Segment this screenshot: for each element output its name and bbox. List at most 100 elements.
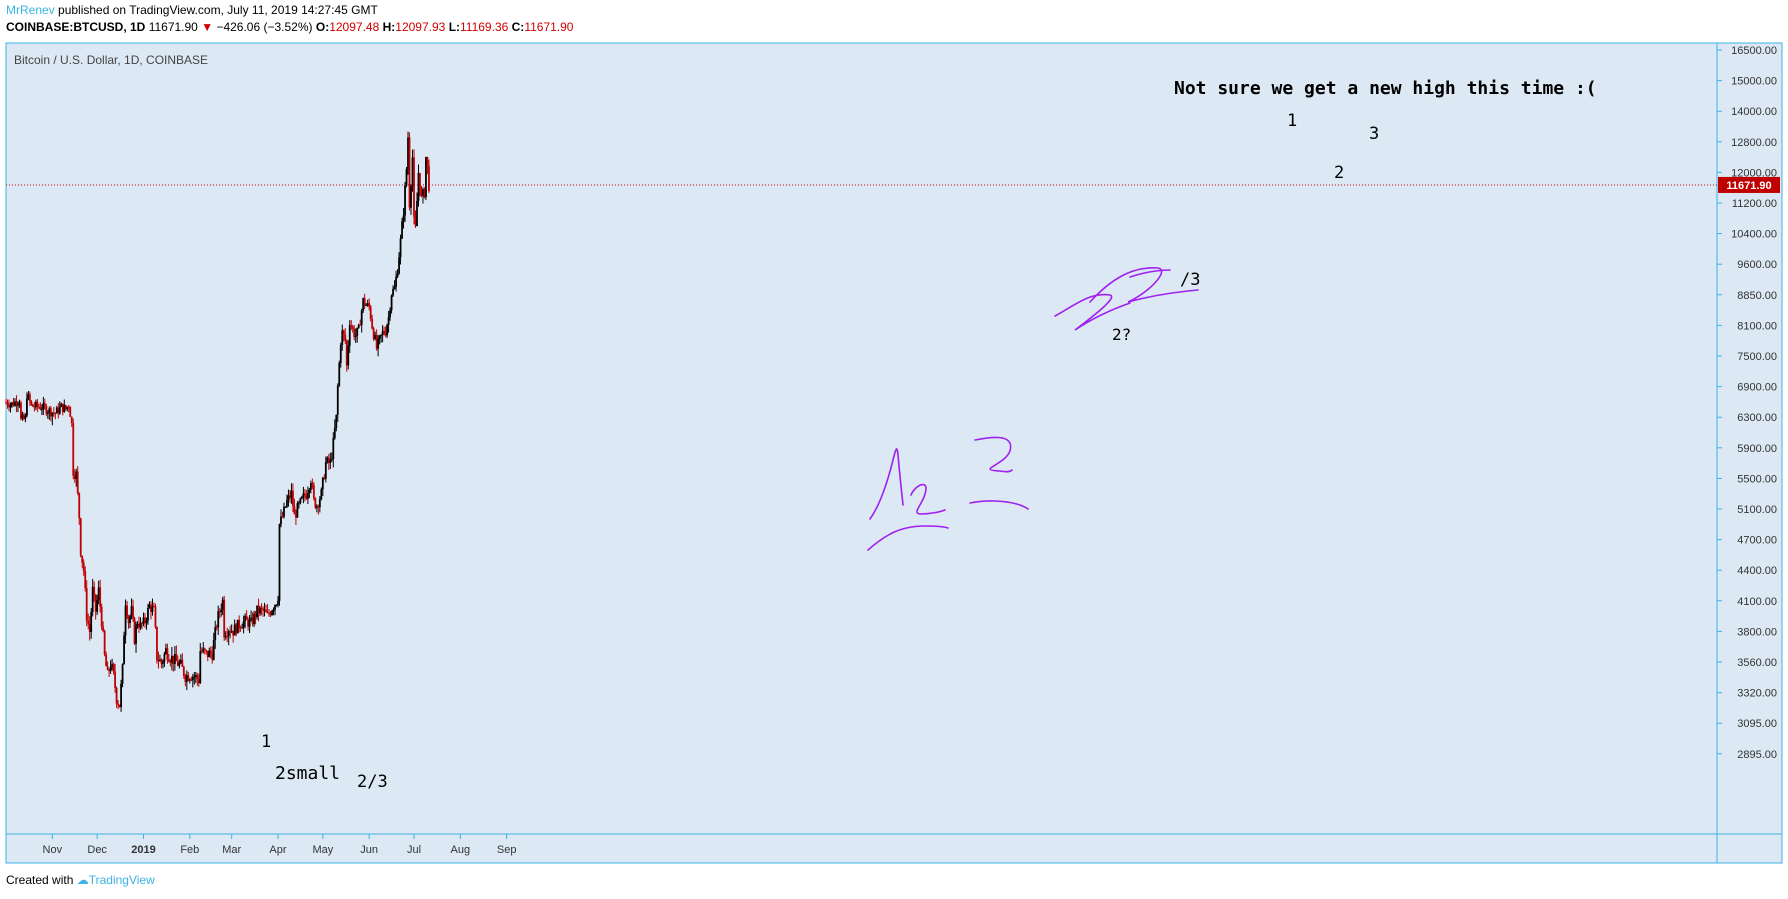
label-top-3: 3: [1369, 124, 1379, 144]
x-tick-label: Apr: [269, 844, 286, 856]
candle-body: [363, 298, 366, 306]
publish-line: MrRenev published on TradingView.com, Ju…: [6, 3, 378, 18]
x-tick-label: Jul: [407, 844, 421, 856]
candle-body: [416, 200, 418, 227]
candle-body: [61, 403, 64, 412]
candle-body: [392, 289, 394, 296]
candle-body: [129, 616, 131, 624]
y-tick-label: 10400.00: [1731, 229, 1777, 241]
candle-body: [287, 495, 290, 500]
candle-body: [426, 156, 429, 166]
candle-body: [39, 407, 42, 410]
candle-body: [336, 385, 339, 415]
candle-body: [187, 675, 190, 681]
candle-body: [54, 413, 57, 415]
candle-body: [401, 221, 403, 239]
candle-body: [88, 623, 91, 633]
open-value: 12097.48: [329, 20, 380, 34]
candle-body: [338, 362, 341, 386]
candle-body: [78, 492, 81, 519]
candle-body: [163, 653, 166, 662]
candle-body: [360, 310, 363, 325]
candle-body: [251, 617, 254, 625]
candle-body: [144, 617, 146, 624]
candle-body: [170, 655, 173, 663]
candle-body: [179, 659, 182, 663]
candle-body: [24, 415, 27, 419]
candle-body: [226, 636, 229, 638]
candle-body: [308, 489, 311, 494]
candle-body: [214, 627, 217, 641]
tradingview-link[interactable]: TradingView: [88, 873, 155, 887]
candle-body: [148, 604, 151, 609]
candle-body: [64, 405, 67, 410]
candle-body: [106, 666, 109, 670]
candle-body: [304, 493, 306, 496]
candle-body: [185, 675, 188, 682]
y-tick-label: 11200.00: [1732, 198, 1777, 210]
candle-body: [387, 317, 390, 325]
candle-body: [133, 618, 136, 644]
candle-body: [73, 475, 76, 479]
candle-body: [91, 586, 94, 613]
candle-body: [26, 398, 28, 416]
drawing-line-1: [867, 525, 949, 551]
chart-background: [5, 42, 1783, 864]
candle-body: [374, 335, 377, 339]
candle-body: [233, 624, 236, 636]
tradingview-logo-icon[interactable]: ☁: [76, 873, 89, 887]
candle-body: [55, 407, 58, 414]
x-tick-label: Nov: [43, 844, 63, 856]
drawing-wave-2: [910, 483, 946, 515]
candle-body: [280, 516, 282, 525]
current-price-label: 11671.90: [1726, 180, 1771, 192]
candle-body: [410, 186, 412, 208]
candle-body: [34, 401, 37, 408]
last-price: 11671.90: [148, 20, 198, 34]
low-value: 11169.36: [460, 20, 509, 34]
candle-body: [194, 675, 197, 677]
candle-body: [220, 609, 223, 613]
y-tick-label: 5900.00: [1737, 443, 1777, 455]
chart-title: Bitcoin / U.S. Dollar, 1D, COINBASE: [14, 53, 208, 67]
candle-body: [306, 493, 309, 499]
candle-body: [420, 191, 423, 196]
candle-body: [33, 406, 36, 408]
candle-body: [215, 627, 218, 629]
candle-body: [79, 518, 82, 556]
candle-body: [248, 619, 251, 627]
candle-body: [178, 662, 181, 666]
candle-body: [115, 687, 118, 704]
candle-body: [29, 394, 31, 402]
candle-body: [21, 414, 24, 419]
candle-body: [93, 586, 96, 595]
main-note: Not sure we get a new high this time :(: [1174, 78, 1597, 99]
candle-body: [8, 405, 10, 408]
candle-body: [9, 404, 12, 408]
candle-body: [414, 216, 417, 227]
candle-body: [375, 335, 378, 349]
candle-body: [182, 666, 185, 677]
candle-body: [211, 653, 214, 660]
candle-body: [411, 157, 414, 187]
candle-body: [217, 611, 220, 628]
candle-body: [202, 648, 205, 652]
candle-body: [312, 484, 315, 499]
candle-body: [227, 631, 230, 637]
candle-body: [244, 615, 247, 622]
candle-body: [168, 659, 170, 662]
label-top-1: 1: [1287, 111, 1297, 131]
candle-body: [407, 137, 409, 170]
candle-body: [369, 306, 372, 319]
candle-body: [289, 495, 291, 499]
candle-body: [356, 327, 359, 336]
y-tick-label: 5100.00: [1737, 504, 1777, 516]
candle-body: [359, 324, 362, 326]
candle-body: [52, 412, 55, 414]
candle-body: [299, 498, 302, 503]
candle-body: [257, 605, 260, 614]
author-link[interactable]: MrRenev: [6, 3, 55, 17]
candle-body: [156, 626, 158, 661]
candle-body: [190, 679, 193, 681]
